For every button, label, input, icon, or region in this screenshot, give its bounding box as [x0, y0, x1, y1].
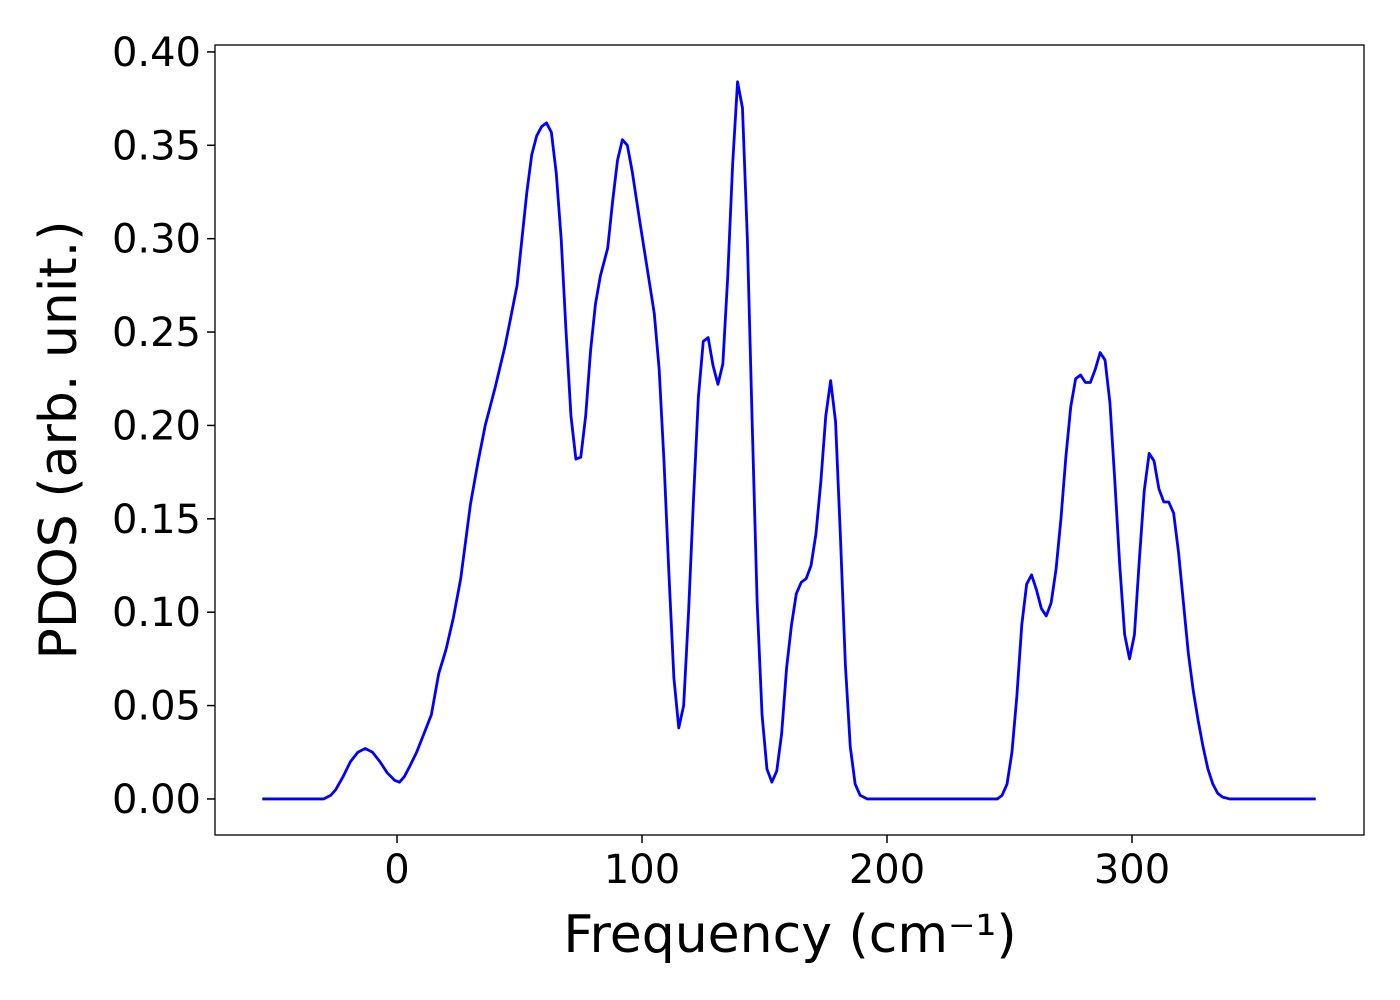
x-axis-label: Frequency (cm⁻¹) — [563, 905, 1016, 965]
pdos-line — [262, 80, 1316, 801]
y-tick-label: 0.10 — [112, 590, 201, 636]
y-axis-label: PDOS (arb. unit.) — [29, 220, 89, 659]
y-tick-label: 0.35 — [112, 123, 201, 169]
y-tick-label: 0.20 — [112, 403, 201, 449]
x-tick-label: 0 — [384, 847, 409, 893]
x-tick-label: 100 — [604, 847, 680, 893]
x-tick-label: 300 — [1094, 847, 1170, 893]
y-tick-label: 0.15 — [112, 497, 201, 543]
plot-frame — [214, 44, 1365, 836]
y-tick-label: 0.30 — [112, 217, 201, 263]
y-tick-label: 0.40 — [112, 30, 201, 76]
y-tick-label: 0.25 — [112, 310, 201, 356]
y-tick-label: 0.05 — [112, 684, 201, 730]
y-tick-label: 0.00 — [112, 777, 201, 823]
x-tick-label: 200 — [849, 847, 925, 893]
